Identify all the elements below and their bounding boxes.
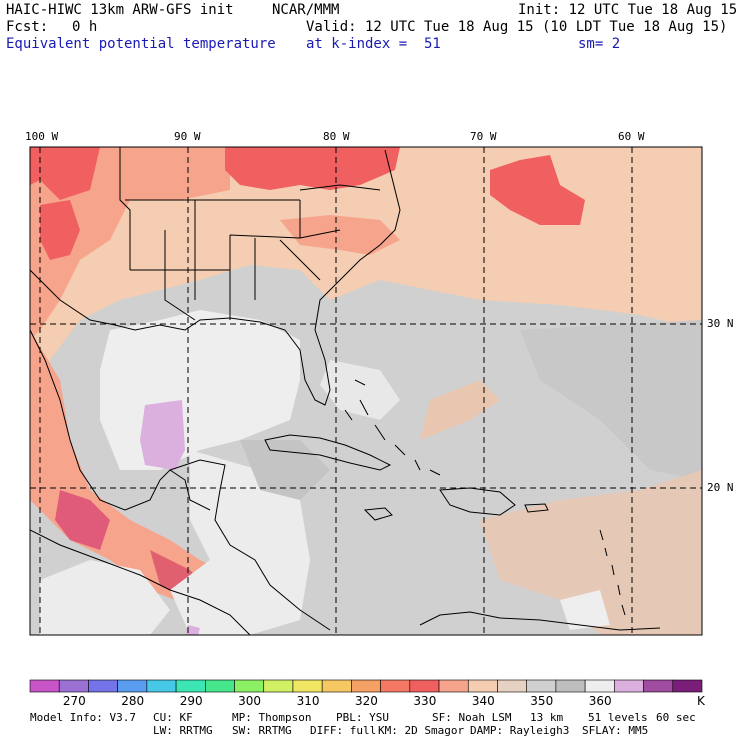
model-info-item: Model Info: V3.7 xyxy=(30,711,136,724)
colorbar xyxy=(29,679,703,693)
lon-label-90w: 90 W xyxy=(174,130,201,143)
model-info-item: LW: RRTMG xyxy=(153,724,213,737)
level-label: at k-index = 51 xyxy=(306,36,441,52)
colorbar-swatch xyxy=(263,679,294,693)
lat-label-30n: 30 N xyxy=(707,317,734,330)
model-info-item: DIFF: full xyxy=(310,724,377,737)
colorbar-unit: K xyxy=(697,694,705,708)
colorbar-swatch xyxy=(409,679,440,693)
lon-label-100w: 100 W xyxy=(25,130,59,143)
model-info-item: 13 km xyxy=(530,711,564,724)
forecast-hour: 0 h xyxy=(72,19,98,35)
model-info-item: DAMP: Rayleigh3 xyxy=(470,724,570,737)
colorbar-swatch xyxy=(321,679,352,693)
colorbar-swatch xyxy=(555,679,586,693)
model-info-item: KM: 2D Smagor xyxy=(378,724,465,737)
model-info-item: MP: Thompson xyxy=(232,711,312,724)
colorbar-swatch xyxy=(88,679,118,693)
colorbar-swatch xyxy=(117,679,148,693)
model-info-item: SF: Noah LSM xyxy=(432,711,512,724)
forecast-label: Fcst: xyxy=(6,19,49,35)
colorbar-swatch xyxy=(614,679,644,693)
colorbar-swatch xyxy=(351,679,381,693)
colorbar-swatch xyxy=(146,679,177,693)
lat-label-20n: 20 N xyxy=(707,481,734,494)
colorbar-swatch xyxy=(29,679,60,693)
colorbar-tick-label: 320 xyxy=(355,694,378,708)
model-info-item: PBL: YSU xyxy=(336,711,389,724)
map-frame xyxy=(29,146,703,636)
colorbar-swatch xyxy=(438,679,469,693)
colorbar-swatch xyxy=(205,679,235,693)
colorbar-swatch xyxy=(584,679,615,693)
colorbar-swatch xyxy=(175,679,206,693)
model-info-item: CU: KF xyxy=(153,711,193,724)
colorbar-swatch xyxy=(643,679,674,693)
colorbar-tick-label: 270 xyxy=(62,694,86,708)
model-info-item: 60 sec xyxy=(656,711,696,724)
graticule xyxy=(30,147,702,635)
lon-label-70w: 70 W xyxy=(470,130,497,143)
colorbar-swatch xyxy=(292,679,323,693)
organization-label: NCAR/MMM xyxy=(272,2,340,18)
colorbar-tick-label: 280 xyxy=(121,694,145,708)
model-info-item: 51 levels xyxy=(588,711,648,724)
init-time: Init: 12 UTC Tue 18 Aug 15 xyxy=(518,2,738,18)
colorbar-swatch xyxy=(497,679,527,693)
colorbar-tick-label: 300 xyxy=(238,694,262,708)
valid-time: Valid: 12 UTC Tue 18 Aug 15 (10 LDT Tue … xyxy=(306,19,728,35)
colorbar-tick-label: 340 xyxy=(471,694,495,708)
colorbar-tick-label: 350 xyxy=(530,694,554,708)
colorbar-swatch xyxy=(58,679,89,693)
colorbar-tick-label: 360 xyxy=(588,694,612,708)
colorbar-swatch xyxy=(467,679,498,693)
colorbar-swatch xyxy=(380,679,411,693)
model-info-item: SW: RRTMG xyxy=(232,724,292,737)
smoothing-label: sm= 2 xyxy=(578,36,621,52)
model-info-item: SFLAY: MM5 xyxy=(582,724,649,737)
theta-e-field xyxy=(30,147,702,635)
model-title: HAIC-HIWC 13km ARW-GFS init xyxy=(6,2,234,18)
colorbar-tick-label: 310 xyxy=(296,694,320,708)
lon-label-80w: 80 W xyxy=(323,130,350,143)
colorbar-swatch xyxy=(672,679,703,693)
coastlines xyxy=(30,147,661,635)
colorbar-swatch xyxy=(234,679,265,693)
field-name: Equivalent potential temperature xyxy=(6,36,276,52)
colorbar-tick-label: 290 xyxy=(179,694,203,708)
lon-label-60w: 60 W xyxy=(618,130,645,143)
colorbar-tick-label: 330 xyxy=(413,694,437,708)
colorbar-swatch xyxy=(526,679,557,693)
